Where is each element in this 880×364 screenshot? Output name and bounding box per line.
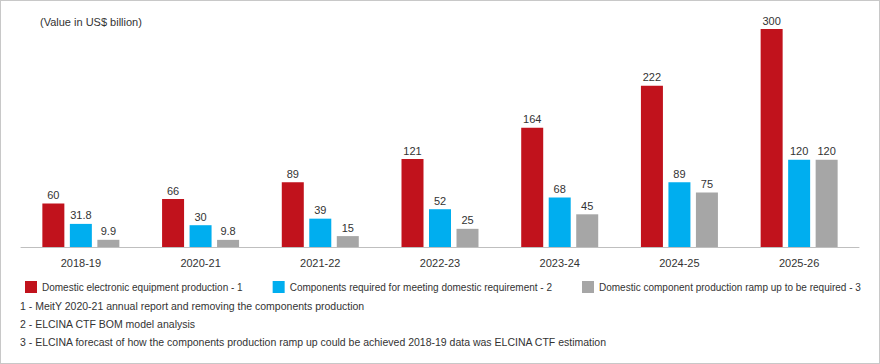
- svg-text:164: 164: [523, 113, 541, 125]
- svg-text:9.8: 9.8: [220, 225, 235, 237]
- svg-text:2020-21: 2020-21: [180, 257, 220, 269]
- svg-text:25: 25: [461, 214, 473, 226]
- svg-text:1 - MeitY 2020-21 annual repor: 1 - MeitY 2020-21 annual report and remo…: [20, 300, 364, 312]
- svg-text:60: 60: [47, 189, 59, 201]
- svg-text:222: 222: [643, 71, 661, 83]
- svg-text:39: 39: [314, 204, 326, 216]
- svg-text:89: 89: [673, 168, 685, 180]
- svg-text:2 - ELCINA CTF BOM model analy: 2 - ELCINA CTF BOM model analysis: [20, 318, 195, 330]
- svg-text:66: 66: [167, 185, 179, 197]
- svg-text:2025-26: 2025-26: [779, 257, 819, 269]
- svg-text:2023-24: 2023-24: [540, 257, 580, 269]
- svg-text:120: 120: [817, 145, 835, 157]
- svg-text:Domestic component production: Domestic component production ramp up to…: [599, 282, 861, 293]
- svg-text:52: 52: [434, 195, 446, 207]
- svg-text:300: 300: [762, 15, 780, 27]
- svg-text:120: 120: [790, 145, 808, 157]
- svg-text:(Value in US$ billion): (Value in US$ billion): [40, 16, 142, 28]
- svg-text:121: 121: [403, 145, 421, 157]
- svg-text:2022-23: 2022-23: [420, 257, 460, 269]
- svg-text:Domestic electronic equipment: Domestic electronic equipment production…: [42, 282, 243, 293]
- svg-text:89: 89: [287, 168, 299, 180]
- svg-text:68: 68: [554, 183, 566, 195]
- svg-text:2024-25: 2024-25: [659, 257, 699, 269]
- svg-text:2021-22: 2021-22: [300, 257, 340, 269]
- svg-text:9.9: 9.9: [101, 225, 116, 237]
- svg-text:31.8: 31.8: [70, 209, 91, 221]
- svg-text:2018-19: 2018-19: [61, 257, 101, 269]
- svg-text:75: 75: [701, 178, 713, 190]
- svg-text:15: 15: [342, 222, 354, 234]
- svg-text:45: 45: [581, 200, 593, 212]
- svg-text:3 - ELCINA forecast of how the: 3 - ELCINA forecast of how the component…: [20, 336, 606, 348]
- svg-text:30: 30: [194, 211, 206, 223]
- svg-text:Components required for meetin: Components required for meeting domestic…: [290, 282, 553, 293]
